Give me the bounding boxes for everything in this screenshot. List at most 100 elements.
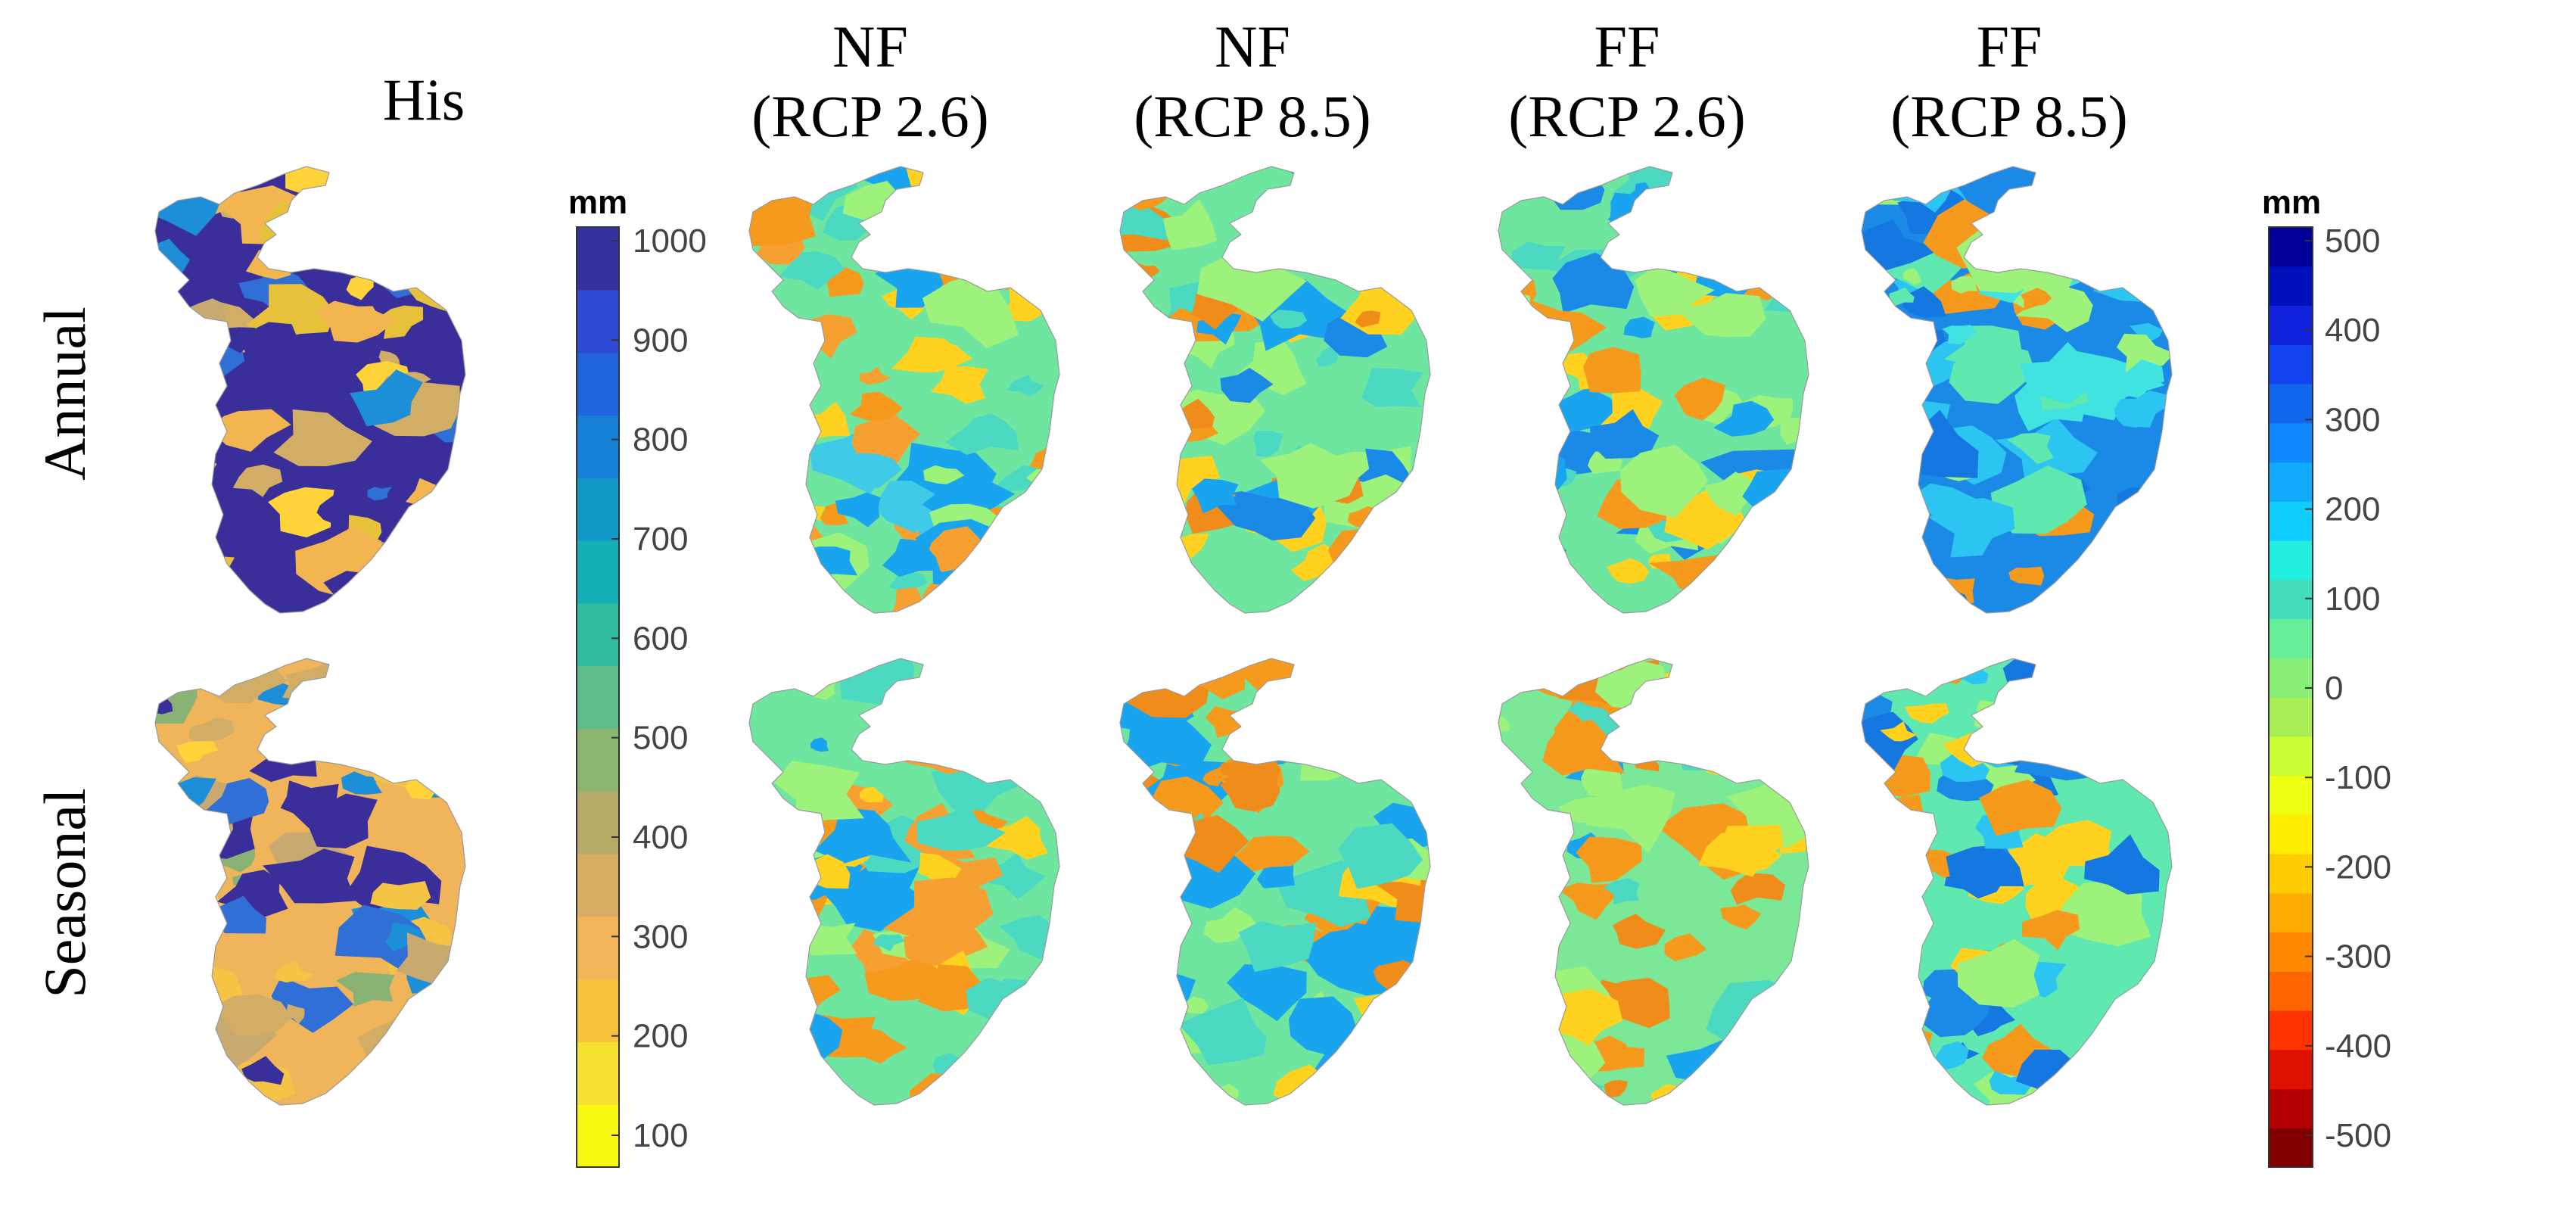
colorbar-band (2269, 736, 2313, 777)
map-region (1220, 749, 1280, 788)
map-region (400, 167, 459, 219)
map-region (1942, 325, 1977, 345)
map-region (336, 972, 395, 1007)
map-region (155, 500, 217, 568)
map-region (749, 526, 834, 587)
row-label-seasonal: Seasonal (32, 788, 98, 998)
map-region (1498, 391, 1516, 409)
colorbar-tick-label: 600 (633, 620, 688, 657)
map-region (1178, 998, 1267, 1066)
map-region (1703, 244, 1744, 279)
map-region (1238, 920, 1316, 973)
map-region (1327, 658, 1411, 720)
map-region (1498, 715, 1510, 735)
map-fill (1862, 658, 2172, 1105)
map-region (1498, 658, 1547, 691)
map-region (222, 327, 262, 353)
map-region (2084, 834, 2160, 895)
map-region (1635, 266, 1715, 317)
map-region (1526, 838, 1555, 857)
map-region (315, 300, 397, 343)
map-region (813, 857, 923, 932)
map-region (857, 1026, 907, 1064)
map-outline (1119, 166, 1431, 614)
map-region (2106, 728, 2172, 771)
map-region (1516, 828, 1566, 873)
map-region (1928, 577, 1975, 608)
map-region (411, 755, 438, 773)
colorbar-band (2269, 1088, 2313, 1128)
map-region (1664, 933, 1706, 962)
map-region (1333, 562, 1385, 605)
map-region (374, 726, 463, 783)
map-region (1863, 170, 1903, 201)
colorbar-band (2269, 1128, 2313, 1168)
column-headers: His NF (RCP 2.6) NF (RCP 8.5) FF (RCP 2.… (383, 14, 2128, 149)
map-region (188, 718, 235, 746)
map-region (2052, 235, 2099, 262)
map-nf85-seasonal (1119, 658, 1431, 1106)
colorbar-tick-label: 400 (2325, 312, 2380, 349)
map-region (1270, 310, 1307, 328)
map-region (1288, 996, 1357, 1057)
map-region (355, 677, 428, 739)
map-region (1889, 287, 1915, 307)
map-region (964, 658, 1032, 706)
colorbar-change-ticks: 500 400 300 200 100 0 -100 -200 -300 -400 -500 (2305, 223, 2391, 1154)
map-region (260, 730, 298, 755)
colorbar-his-unit: mm (568, 184, 627, 221)
map-region (1029, 699, 1059, 718)
map-region (930, 1072, 1008, 1105)
colorbar-tick-label: 800 (633, 422, 688, 459)
map-region (1674, 293, 1766, 338)
colorbar-tick-label: -400 (2325, 1028, 2391, 1065)
map-region (1498, 820, 1554, 861)
map-region (1899, 592, 1929, 613)
colorbar-band (2269, 814, 2313, 854)
map-region (2083, 224, 2153, 279)
colorbar-band (577, 665, 619, 729)
map-region (999, 915, 1059, 960)
colorbar-band (2269, 384, 2313, 424)
map-region (799, 331, 822, 347)
map-region (1878, 581, 1955, 613)
colorbar-band (2269, 932, 2313, 972)
map-outline (154, 658, 466, 1106)
map-region (2091, 1061, 2122, 1085)
map-region (857, 167, 913, 191)
map-region (155, 434, 185, 490)
map-region (155, 374, 177, 396)
map-region (814, 807, 912, 864)
map-region (1979, 780, 2062, 836)
map-region (1327, 528, 1418, 587)
map-region (1862, 167, 1941, 205)
map-grid (154, 166, 2173, 1106)
map-region (176, 741, 219, 763)
map-region (1862, 795, 1925, 853)
map-region (316, 493, 360, 525)
colorbar-tick-label: -200 (2325, 848, 2391, 886)
map-region (1532, 659, 1560, 680)
map-region (1758, 1045, 1809, 1094)
map-region (211, 994, 293, 1036)
colorbar-band (577, 478, 619, 541)
map-region (987, 816, 1048, 860)
map-region (424, 173, 459, 197)
map-region (1288, 167, 1348, 202)
colorbar-band (577, 916, 619, 980)
map-region (2102, 689, 2172, 746)
map-region (1387, 505, 1430, 548)
map-region (980, 212, 1045, 256)
map-region (749, 537, 792, 561)
map-region (155, 372, 185, 397)
map-region (1559, 882, 1615, 920)
map-ff26-seasonal (1498, 658, 1809, 1106)
map-region (322, 658, 368, 678)
colorbar-change-unit: mm (2262, 184, 2321, 221)
map-region (749, 658, 777, 687)
colorbar-band (2269, 892, 2313, 933)
map-region (403, 1063, 438, 1087)
map-region (1990, 465, 2087, 534)
map-outline (1861, 658, 2173, 1106)
map-region (1607, 558, 1650, 584)
